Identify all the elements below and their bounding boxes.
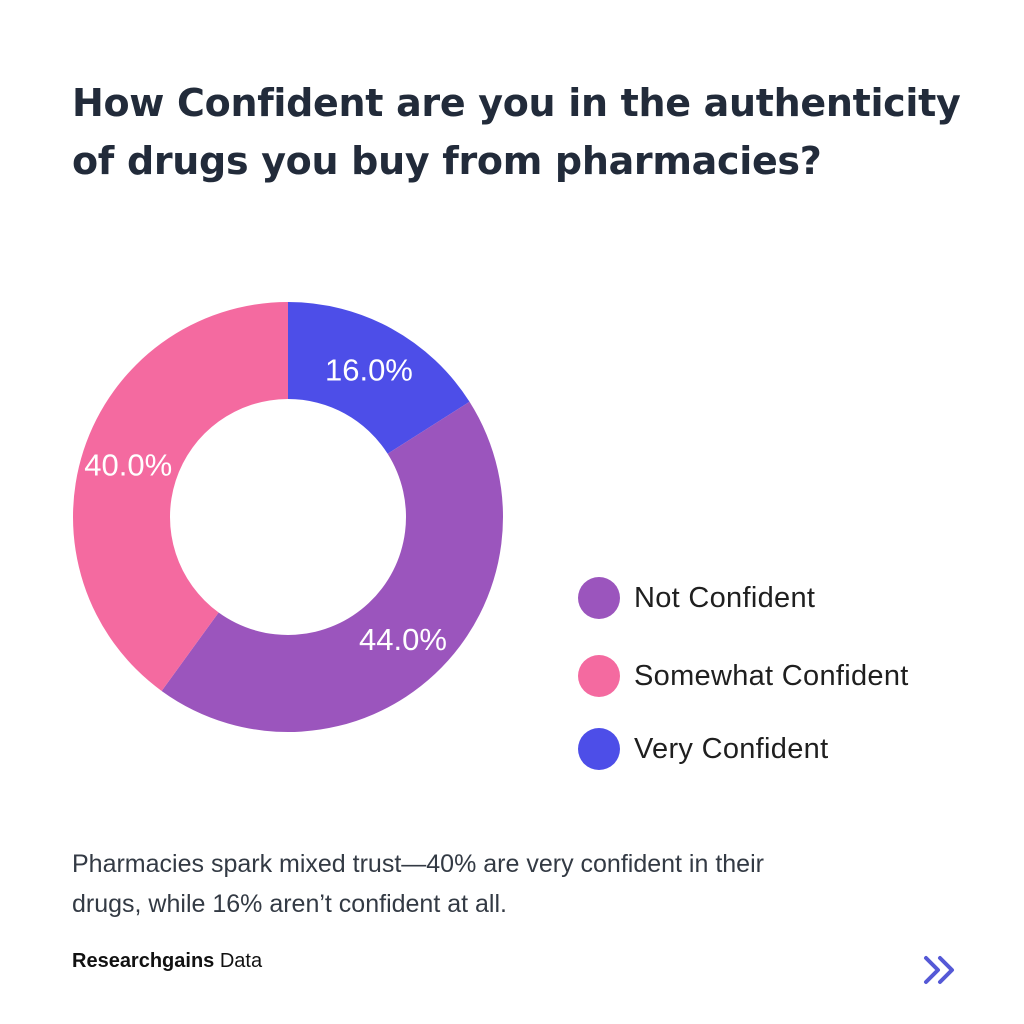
source-credit: Researchgains Data (72, 950, 262, 973)
legend-item-not-confident: Not Confident (578, 576, 815, 620)
source-brand: Researchgains (72, 950, 215, 972)
slice-label-very-confident: 16.0% (325, 352, 413, 387)
double-chevron-right-icon[interactable] (918, 950, 960, 990)
chart-caption: Pharmacies spark mixed trust—40% are ver… (72, 844, 932, 924)
slice-label-somewhat-confident: 40.0% (84, 448, 172, 483)
chart-title-line: How Confident are you in the authenticit… (72, 81, 961, 125)
donut-slices (73, 302, 504, 732)
donut-slice-somewhat-confident (73, 302, 288, 691)
legend-swatch (578, 655, 620, 697)
caption-line: Pharmacies spark mixed trust—40% are ver… (72, 850, 764, 878)
legend-swatch (578, 728, 620, 770)
chart-title-line: of drugs you buy from pharmacies? (72, 139, 822, 183)
source-suffix: Data (214, 950, 263, 972)
slice-label-not-confident: 44.0% (359, 622, 447, 657)
legend-label: Very Confident (634, 732, 829, 765)
donut-slice-not-confident (161, 401, 504, 732)
legend-item-somewhat-confident: Somewhat Confident (578, 654, 909, 698)
donut-slice-very-confident (288, 302, 470, 454)
legend-label: Not Confident (634, 581, 816, 614)
donut-slice-labels: 16.0% 44.0% 40.0% (84, 352, 447, 657)
caption-line: drugs, while 16% aren’t confident at all… (72, 890, 507, 918)
legend-label: Somewhat Confident (634, 659, 909, 692)
chart-title: How Confident are you in the authenticit… (72, 74, 972, 190)
legend-item-very-confident: Very Confident (578, 727, 828, 771)
legend-swatch (578, 577, 620, 619)
